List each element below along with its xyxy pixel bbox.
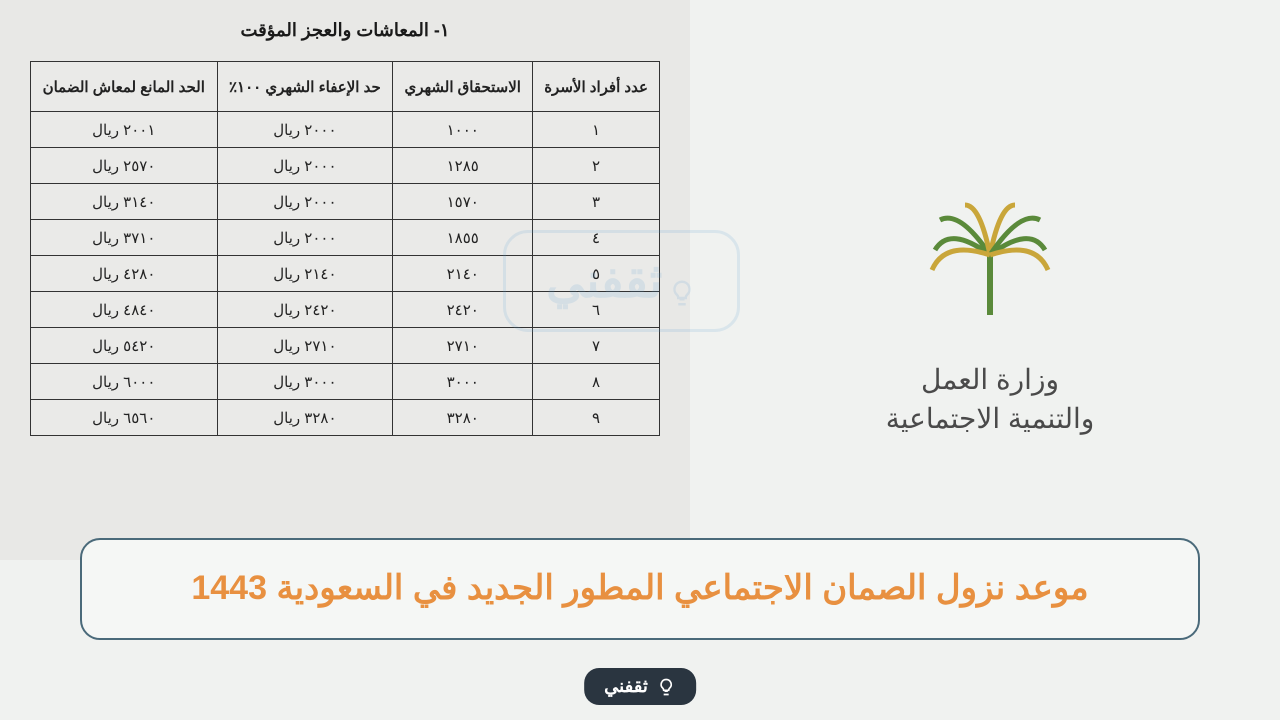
- table-cell: ٩: [533, 400, 660, 436]
- table-row: ٢١٢٨٥٢٠٠٠ ريال٢٥٧٠ ريال: [31, 148, 660, 184]
- ministry-text: وزارة العمل والتنمية الاجتماعية: [800, 360, 1180, 438]
- pension-table: عدد أفراد الأسرة الاستحقاق الشهري حد الإ…: [30, 61, 660, 436]
- title-banner: موعد نزول الصمان الاجتماعي المطور الجديد…: [80, 538, 1200, 640]
- table-cell: ٤: [533, 220, 660, 256]
- table-cell: ٨: [533, 364, 660, 400]
- table-cell: ٤٢٨٠ ريال: [31, 256, 218, 292]
- table-cell: ٣٠٠٠: [393, 364, 533, 400]
- table-cell: ٧: [533, 328, 660, 364]
- table-cell: ٢٤٢٠: [393, 292, 533, 328]
- table-row: ٧٢٧١٠٢٧١٠ ريال٥٤٢٠ ريال: [31, 328, 660, 364]
- palm-logo-icon: [910, 180, 1070, 340]
- table-cell: ٣: [533, 184, 660, 220]
- table-row: ٩٣٢٨٠٣٢٨٠ ريال٦٥٦٠ ريال: [31, 400, 660, 436]
- table-cell: ١٨٥٥: [393, 220, 533, 256]
- table-cell: ٣٠٠٠ ريال: [217, 364, 393, 400]
- table-cell: ١٠٠٠: [393, 112, 533, 148]
- header-family: عدد أفراد الأسرة: [533, 62, 660, 112]
- table-cell: ٢٧١٠: [393, 328, 533, 364]
- ministry-line1: وزارة العمل: [800, 360, 1180, 399]
- table-cell: ٢٥٧٠ ريال: [31, 148, 218, 184]
- bulb-icon: [656, 677, 676, 697]
- footer-brand-text: ثقفني: [604, 676, 648, 697]
- table-cell: ١: [533, 112, 660, 148]
- table-cell: ٢٠٠٠ ريال: [217, 220, 393, 256]
- table-cell: ٣٧١٠ ريال: [31, 220, 218, 256]
- ministry-line2: والتنمية الاجتماعية: [800, 399, 1180, 438]
- table-cell: ١٢٨٥: [393, 148, 533, 184]
- table-cell: ٦: [533, 292, 660, 328]
- table-row: ٣١٥٧٠٢٠٠٠ ريال٣١٤٠ ريال: [31, 184, 660, 220]
- table-cell: ٦٥٦٠ ريال: [31, 400, 218, 436]
- table-cell: ٢٠٠٠ ريال: [217, 112, 393, 148]
- table-row: ٤١٨٥٥٢٠٠٠ ريال٣٧١٠ ريال: [31, 220, 660, 256]
- ministry-area: وزارة العمل والتنمية الاجتماعية: [800, 180, 1180, 438]
- table-cell: ٣٢٨٠ ريال: [217, 400, 393, 436]
- table-cell: ٢٠٠١ ريال: [31, 112, 218, 148]
- table-cell: ٢٤٢٠ ريال: [217, 292, 393, 328]
- table-cell: ٢٧١٠ ريال: [217, 328, 393, 364]
- table-cell: ٥٤٢٠ ريال: [31, 328, 218, 364]
- header-monthly: الاستحقاق الشهري: [393, 62, 533, 112]
- table-cell: ٥: [533, 256, 660, 292]
- table-cell: ٢٠٠٠ ريال: [217, 184, 393, 220]
- table-cell: ٣٢٨٠: [393, 400, 533, 436]
- table-cell: ٤٨٤٠ ريال: [31, 292, 218, 328]
- table-cell: ٢١٤٠: [393, 256, 533, 292]
- footer-brand: ثقفني: [584, 668, 696, 705]
- table-row: ٦٢٤٢٠٢٤٢٠ ريال٤٨٤٠ ريال: [31, 292, 660, 328]
- table-row: ٥٢١٤٠٢١٤٠ ريال٤٢٨٠ ريال: [31, 256, 660, 292]
- table-cell: ٢١٤٠ ريال: [217, 256, 393, 292]
- table-cell: ٢٠٠٠ ريال: [217, 148, 393, 184]
- table-cell: ٣١٤٠ ريال: [31, 184, 218, 220]
- table-cell: ٦٠٠٠ ريال: [31, 364, 218, 400]
- header-exempt: حد الإعفاء الشهري ١٠٠٪: [217, 62, 393, 112]
- banner-title: موعد نزول الصمان الاجتماعي المطور الجديد…: [112, 565, 1168, 613]
- section-title: ١- المعاشات والعجز المؤقت: [30, 20, 660, 41]
- table-cell: ١٥٧٠: [393, 184, 533, 220]
- header-block: الحد المانع لمعاش الضمان: [31, 62, 218, 112]
- document-area: ١- المعاشات والعجز المؤقت عدد أفراد الأس…: [0, 0, 690, 560]
- table-row: ٨٣٠٠٠٣٠٠٠ ريال٦٠٠٠ ريال: [31, 364, 660, 400]
- table-cell: ٢: [533, 148, 660, 184]
- table-row: ١١٠٠٠٢٠٠٠ ريال٢٠٠١ ريال: [31, 112, 660, 148]
